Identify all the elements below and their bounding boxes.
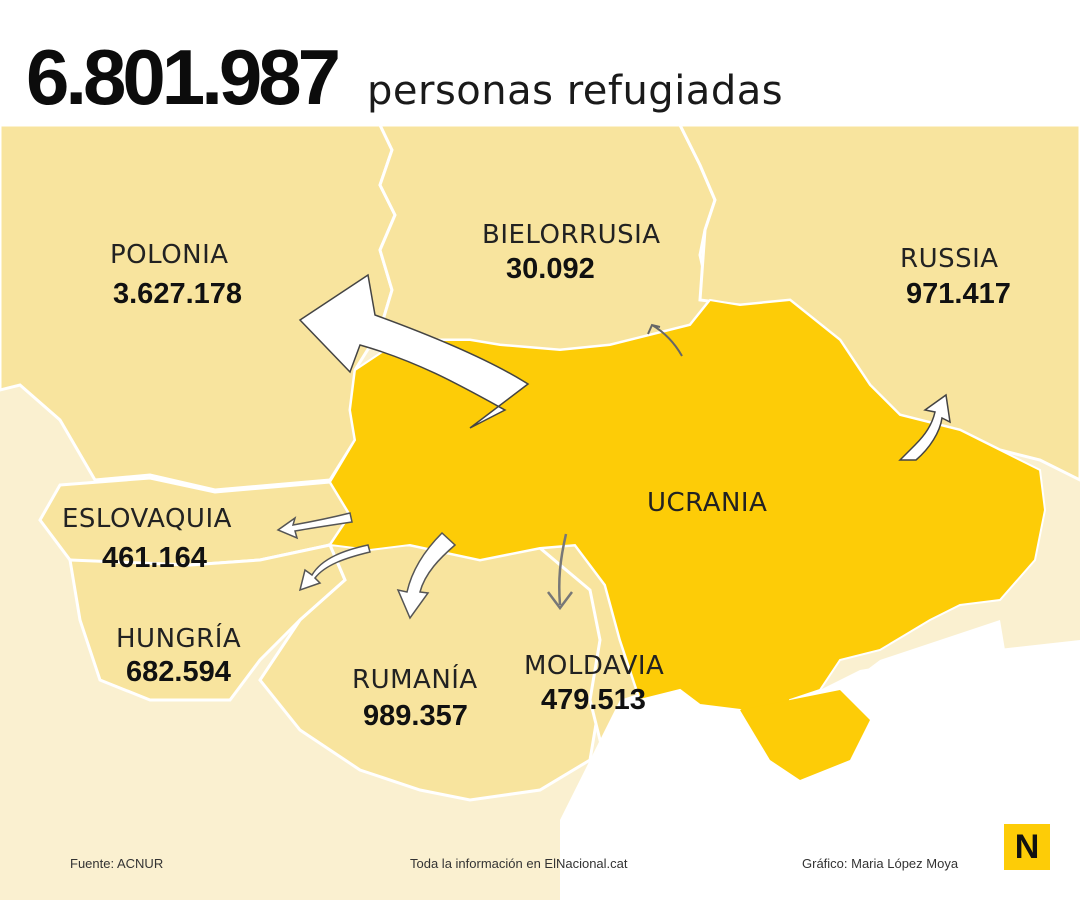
azov-sea: [840, 620, 1005, 700]
label-romania: RUMANÍA: [352, 665, 478, 695]
logo-letter: N: [1014, 827, 1040, 866]
count-poland: 3.627.178: [113, 278, 243, 310]
arrow-to-poland: [298, 273, 530, 429]
count-hungary: 682.594: [126, 656, 231, 688]
count-slovakia: 461.164: [102, 542, 207, 574]
label-slovakia: ESLOVAQUIA: [62, 504, 232, 534]
refugee-flow-arrow: [298, 544, 371, 592]
footer-info: Toda la información en ElNacional.cat: [410, 856, 628, 871]
refugee-flow-arrow: [547, 533, 573, 611]
headline: 6.801.987 personas refugiadas: [26, 38, 783, 116]
count-moldova: 479.513: [541, 684, 646, 716]
arrow-to-russia: [898, 393, 951, 461]
refugee-flow-arrow: [276, 512, 353, 540]
count-russia: 971.417: [906, 278, 1011, 310]
arrow-to-romania: [396, 531, 457, 620]
label-russia: RUSSIA: [900, 244, 999, 274]
elnacional-logo: N: [1004, 824, 1050, 870]
refugee-flow-arrow: [898, 393, 951, 461]
label-moldova: MOLDAVIA: [524, 651, 665, 681]
footer-credit: Gráfico: Maria López Moya: [802, 856, 959, 871]
label-belarus: BIELORRUSIA: [482, 220, 661, 250]
headline-subtitle: personas refugiadas: [367, 68, 784, 114]
arrow-to-slovakia: [276, 512, 353, 540]
hungary-region: [68, 543, 347, 702]
refugee-total: 6.801.987: [26, 33, 341, 121]
crimea-region: [740, 690, 870, 780]
refugee-flow-arrow: [647, 323, 683, 357]
footer-source: Fuente: ACNUR: [70, 856, 164, 871]
refugee-flow-arrow: [298, 273, 530, 429]
arrow-to-hungary: [298, 544, 371, 592]
refugee-flow-arrow: [396, 531, 457, 620]
count-belarus: 30.092: [506, 253, 595, 285]
label-ukraine: UCRANIA: [647, 488, 768, 518]
label-poland: POLONIA: [110, 240, 229, 270]
ukraine-region: [328, 298, 1047, 742]
arrow-to-moldova: [547, 533, 573, 611]
count-romania: 989.357: [363, 700, 468, 732]
arrow-to-belarus: [647, 323, 683, 357]
label-hungary: HUNGRÍA: [116, 624, 242, 654]
